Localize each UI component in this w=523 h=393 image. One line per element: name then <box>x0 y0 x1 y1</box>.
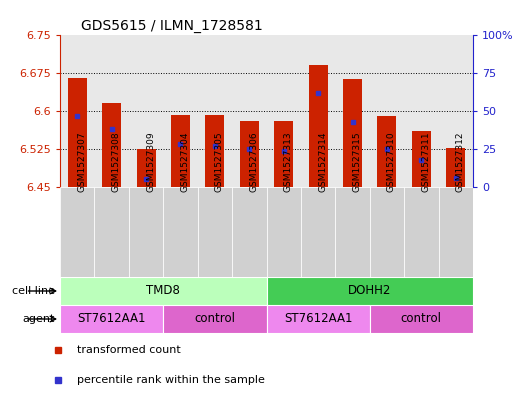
Text: GSM1527305: GSM1527305 <box>215 131 224 191</box>
Text: DOHH2: DOHH2 <box>348 285 391 298</box>
Text: TMD8: TMD8 <box>146 285 180 298</box>
Text: GSM1527312: GSM1527312 <box>456 131 465 191</box>
Bar <box>171 114 190 187</box>
Bar <box>68 78 87 187</box>
Bar <box>274 121 293 187</box>
Bar <box>232 35 267 187</box>
Text: transformed count: transformed count <box>77 345 181 355</box>
Text: cell line: cell line <box>12 286 55 296</box>
Text: GSM1527313: GSM1527313 <box>283 131 293 191</box>
Text: GSM1527310: GSM1527310 <box>387 131 396 191</box>
Bar <box>267 187 301 277</box>
Bar <box>60 35 95 187</box>
Bar <box>370 35 404 187</box>
Bar <box>404 187 439 277</box>
Text: GSM1527304: GSM1527304 <box>180 131 189 191</box>
Bar <box>370 305 473 333</box>
Bar <box>335 35 370 187</box>
Bar <box>240 121 259 187</box>
Bar <box>343 79 362 187</box>
Bar <box>95 35 129 187</box>
Bar <box>301 35 335 187</box>
Bar <box>198 187 232 277</box>
Bar <box>198 35 232 187</box>
Bar <box>267 305 370 333</box>
Text: agent: agent <box>22 314 55 324</box>
Bar <box>60 277 267 305</box>
Text: GSM1527315: GSM1527315 <box>353 131 361 191</box>
Bar <box>370 187 404 277</box>
Bar <box>309 65 327 187</box>
Bar <box>137 149 155 187</box>
Bar <box>206 114 224 187</box>
Text: GDS5615 / ILMN_1728581: GDS5615 / ILMN_1728581 <box>81 18 263 33</box>
Bar <box>163 305 267 333</box>
Bar <box>267 35 301 187</box>
Bar <box>439 187 473 277</box>
Text: GSM1527306: GSM1527306 <box>249 131 258 191</box>
Bar <box>335 187 370 277</box>
Bar <box>439 35 473 187</box>
Bar <box>129 187 163 277</box>
Bar <box>446 148 465 187</box>
Bar <box>60 305 163 333</box>
Bar <box>129 35 163 187</box>
Text: GSM1527309: GSM1527309 <box>146 131 155 191</box>
Text: GSM1527308: GSM1527308 <box>111 131 121 191</box>
Text: control: control <box>195 312 235 325</box>
Bar <box>267 277 473 305</box>
Text: GSM1527311: GSM1527311 <box>422 131 430 191</box>
Text: percentile rank within the sample: percentile rank within the sample <box>77 375 265 385</box>
Bar <box>102 103 121 187</box>
Bar <box>232 187 267 277</box>
Bar <box>60 187 95 277</box>
Bar <box>404 35 439 187</box>
Bar <box>163 35 198 187</box>
Bar <box>412 131 431 187</box>
Text: control: control <box>401 312 442 325</box>
Bar <box>95 187 129 277</box>
Text: GSM1527307: GSM1527307 <box>77 131 86 191</box>
Text: GSM1527314: GSM1527314 <box>318 131 327 191</box>
Bar <box>301 187 335 277</box>
Bar <box>163 187 198 277</box>
Text: ST7612AA1: ST7612AA1 <box>77 312 146 325</box>
Bar <box>378 116 396 187</box>
Text: ST7612AA1: ST7612AA1 <box>284 312 353 325</box>
